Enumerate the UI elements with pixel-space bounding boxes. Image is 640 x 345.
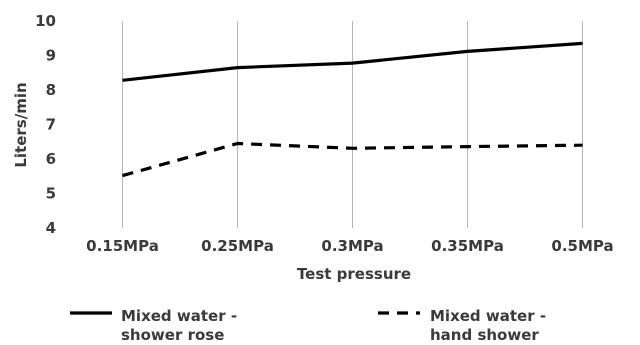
series-line-1: [122, 41, 583, 82]
x-axis-ticks: 0.15MPa 0.25MPa 0.3MPa 0.35MPa 0.5MPa: [86, 237, 613, 255]
y-tick-label: 10: [35, 12, 56, 30]
y-tick-label: 8: [46, 81, 56, 99]
y-tick-label: 9: [46, 47, 56, 65]
legend-item-2: Mixed water -hand shower: [378, 307, 546, 344]
y-axis-ticks: 4 5 6 7 8 9 10: [35, 12, 56, 237]
series-line-2: [122, 141, 583, 178]
x-tick-label: 0.15MPa: [86, 237, 159, 255]
legend-label: Mixed water -: [121, 307, 237, 325]
x-axis-title: Test pressure: [297, 265, 411, 283]
x-tick-label: 0.5MPa: [551, 237, 613, 255]
x-tick-label: 0.3MPa: [321, 237, 383, 255]
y-tick-label: 5: [46, 185, 56, 203]
series-lines: [122, 41, 583, 178]
legend-label: Mixed water -: [430, 307, 546, 325]
y-tick-label: 4: [46, 219, 56, 237]
x-tick-label: 0.35MPa: [431, 237, 504, 255]
y-tick-label: 7: [46, 116, 56, 134]
legend-label: hand shower: [430, 326, 539, 344]
y-axis-title: Liters/min: [12, 82, 30, 167]
y-tick-label: 6: [46, 150, 56, 168]
legend-item-1: Mixed water -shower rose: [70, 307, 237, 344]
grid-lines: [122, 21, 583, 228]
x-tick-label: 0.25MPa: [201, 237, 274, 255]
legend-label: shower rose: [121, 326, 224, 344]
